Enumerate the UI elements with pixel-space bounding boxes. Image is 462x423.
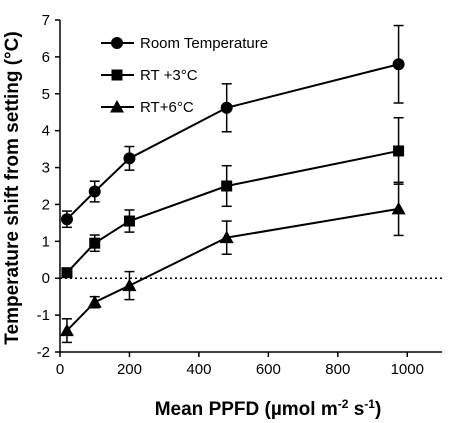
data-point: [61, 267, 73, 279]
y-tick-label: 6: [42, 49, 50, 66]
legend-item: RT+6°C: [101, 99, 194, 116]
y-tick-label: 4: [42, 123, 50, 140]
data-point: [60, 213, 73, 226]
legend-label: Room Temperature: [140, 35, 268, 52]
series-triangle: [59, 181, 406, 344]
data-point: [220, 101, 233, 114]
x-tick-label: 600: [256, 361, 281, 378]
series-line: [66, 207, 399, 332]
data-point: [393, 145, 405, 157]
series-line: [66, 63, 399, 220]
data-point: [88, 185, 101, 198]
series-square: [61, 117, 405, 279]
data-point: [123, 215, 135, 227]
x-tick-label: 0: [56, 361, 64, 378]
legend-marker: [110, 100, 124, 113]
legend-marker: [111, 69, 123, 81]
data-point: [59, 323, 74, 337]
y-tick-label: 5: [42, 86, 50, 103]
x-tick-label: 200: [117, 361, 142, 378]
legend: Room Temperature RT +3°C RT+6°C: [101, 35, 268, 116]
y-axis-title: Temperature shift from setting (°C): [2, 31, 23, 344]
x-tick-label: 800: [325, 361, 350, 378]
y-tick-label: -2: [37, 344, 50, 361]
x-tick-label: 400: [186, 361, 211, 378]
series-circle: [60, 24, 405, 229]
data-point: [392, 58, 405, 71]
legend-item: Room Temperature: [101, 35, 268, 52]
data-point: [219, 230, 234, 244]
data-point: [122, 278, 137, 292]
data-point: [87, 295, 102, 308]
data-point: [221, 180, 233, 192]
x-tick-label: 1000: [391, 361, 424, 378]
y-tick-label: 2: [42, 196, 50, 213]
legend-item: RT +3°C: [101, 67, 198, 84]
y-tick-label: 0: [42, 270, 50, 287]
y-tick-label: 3: [42, 160, 50, 177]
data-point: [391, 201, 406, 215]
legend-marker: [111, 37, 123, 49]
x-axis-title: Mean PPFD (µmol m-2 s-1): [155, 397, 382, 420]
legend-label: RT +3°C: [140, 67, 198, 84]
y-tick-label: 1: [42, 233, 50, 250]
data-point: [123, 152, 136, 165]
data-point: [89, 237, 101, 249]
y-tick-label: -1: [37, 307, 50, 324]
legend-label: RT+6°C: [140, 99, 194, 116]
y-tick-label: 7: [42, 12, 50, 29]
